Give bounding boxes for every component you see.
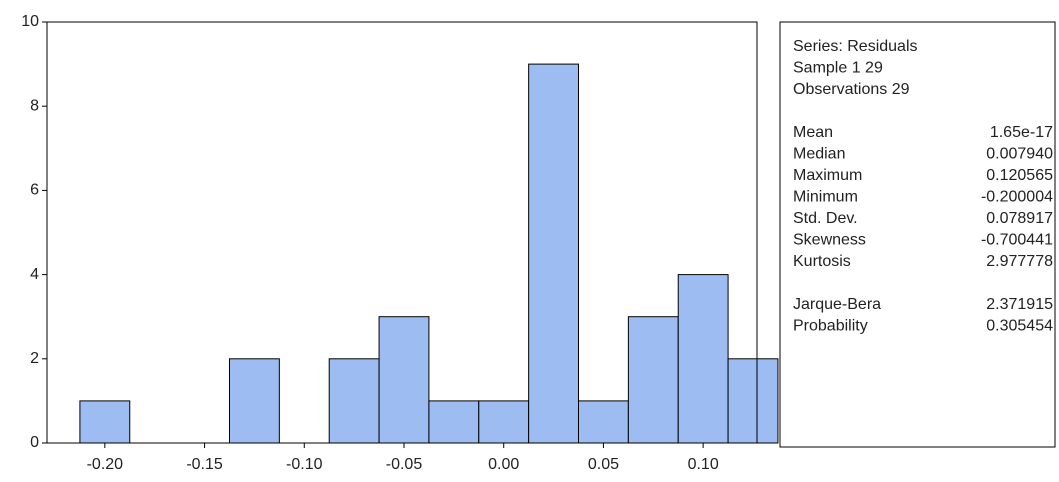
stat-value: -0.700441	[981, 232, 1053, 249]
stat-label: Mean	[793, 124, 833, 141]
stats-header: Series: Residuals	[793, 38, 918, 55]
bar	[429, 401, 479, 443]
y-tick-label: 0	[30, 434, 39, 451]
bar	[678, 275, 728, 443]
stat-value: 0.305454	[986, 318, 1053, 335]
bar	[529, 64, 579, 443]
y-tick-label: 8	[30, 97, 39, 114]
bar	[728, 359, 778, 443]
bar	[80, 401, 130, 443]
stat-label: Jarque-Bera	[793, 296, 881, 313]
stat-label: Std. Dev.	[793, 210, 858, 227]
bar	[329, 359, 379, 443]
stat-label: Probability	[793, 318, 868, 335]
x-tick-label: 0.05	[588, 456, 619, 473]
bar	[579, 401, 629, 443]
x-tick-label: -0.20	[87, 456, 124, 473]
stat-value: 2.977778	[986, 253, 1053, 270]
bar	[479, 401, 529, 443]
y-tick-label: 10	[21, 13, 39, 30]
chart: 0 2 4 6 8 10 -0.20 -0.15 -0.10 -0.05 0.00 0.05 0.10 S…	[0, 0, 1059, 477]
x-tick-label: 0.10	[688, 456, 719, 473]
bar	[379, 317, 429, 443]
stat-value: 0.078917	[986, 210, 1053, 227]
stat-value: 1.65e-17	[990, 124, 1053, 141]
stat-label: Skewness	[793, 232, 866, 249]
y-tick-label: 4	[30, 266, 39, 283]
y-tick-label: 6	[30, 182, 39, 199]
stat-value: -0.200004	[981, 189, 1053, 206]
x-tick-label: -0.10	[286, 456, 323, 473]
stats-header: Observations 29	[793, 81, 910, 98]
x-tick-label: 0.00	[488, 456, 519, 473]
stat-label: Median	[793, 146, 845, 163]
bar	[229, 359, 279, 443]
stat-label: Kurtosis	[793, 253, 851, 270]
bar	[628, 317, 678, 443]
stats-header: Sample 1 29	[793, 60, 883, 77]
stat-label: Minimum	[793, 189, 858, 206]
stat-value: 0.120565	[986, 167, 1053, 184]
x-tick-label: -0.05	[386, 456, 423, 473]
x-tick-label: -0.15	[186, 456, 223, 473]
stat-value: 0.007940	[986, 146, 1053, 163]
y-tick-label: 2	[30, 350, 39, 367]
stat-value: 2.371915	[986, 296, 1053, 313]
stat-label: Maximum	[793, 167, 862, 184]
